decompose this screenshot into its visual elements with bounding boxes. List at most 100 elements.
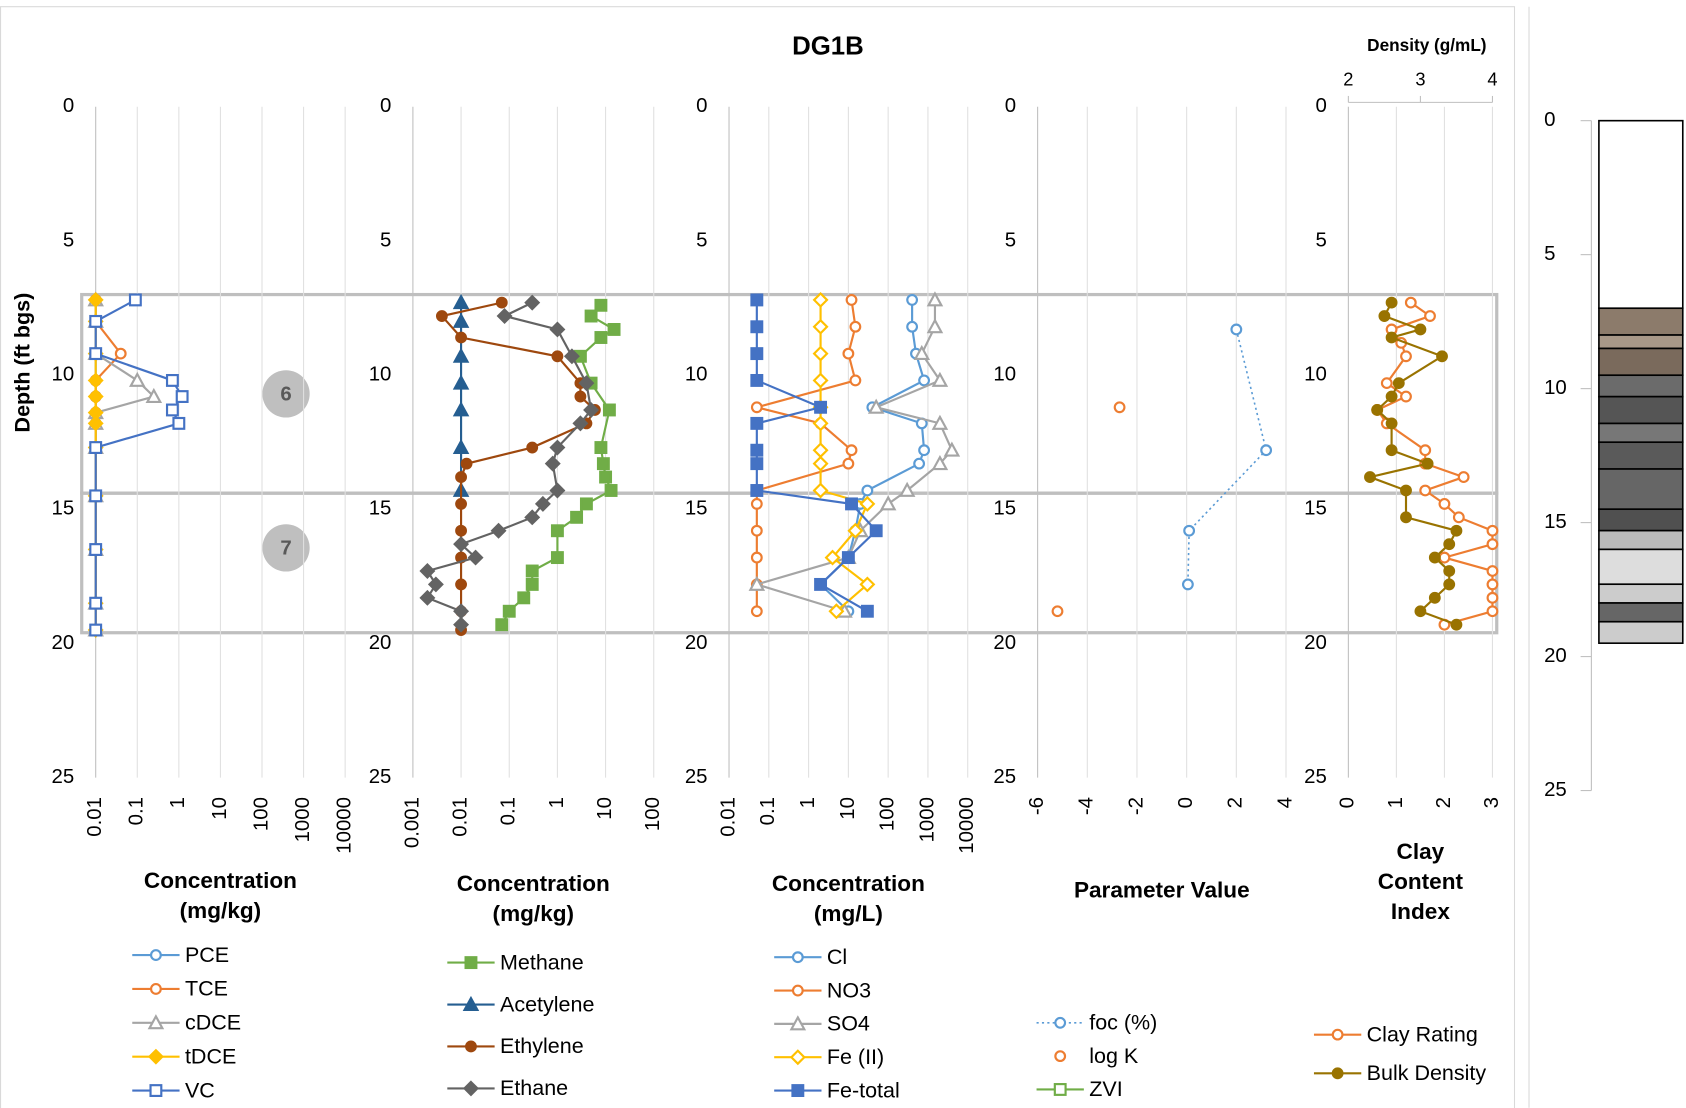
y-tick-label: 20: [51, 632, 74, 654]
marker: [594, 441, 608, 454]
marker: [849, 320, 862, 333]
x-tick-label: 100: [250, 797, 272, 831]
marker: [750, 401, 763, 414]
marker: [1385, 296, 1398, 309]
y-axis-title: Depth (ft bgs): [10, 293, 34, 433]
x-tick-label: 10000: [334, 797, 356, 854]
legend-marker: [147, 1014, 165, 1030]
marker: [570, 510, 584, 524]
marker: [517, 591, 531, 605]
legend-label: ZVI: [1089, 1077, 1122, 1101]
marker: [1400, 484, 1412, 497]
marker: [1385, 390, 1398, 403]
marker: [452, 347, 470, 363]
marker: [1438, 551, 1451, 564]
stratum: [1598, 583, 1684, 604]
x-axis-title: (mg/L): [814, 901, 883, 926]
series: [87, 291, 163, 637]
series: [1371, 296, 1499, 631]
marker: [1486, 605, 1499, 618]
zone-label: 7: [280, 537, 291, 559]
marker: [1400, 350, 1412, 363]
marker: [750, 524, 763, 537]
legend-label: Fe-total: [827, 1078, 900, 1102]
marker: [812, 482, 829, 499]
y-tick-label: 0: [1005, 95, 1016, 117]
legend-label: Cl: [827, 945, 847, 969]
marker: [427, 576, 444, 593]
stratum: [1598, 395, 1684, 425]
legend-marker: [789, 1015, 807, 1031]
marker: [452, 438, 470, 454]
y-tick-label: 5: [380, 229, 391, 251]
legend-label: log K: [1089, 1044, 1139, 1068]
marker: [604, 484, 618, 497]
marker: [89, 347, 103, 361]
marker: [1486, 565, 1499, 577]
marker: [525, 577, 539, 591]
marker: [578, 375, 595, 392]
marker: [89, 623, 103, 637]
y-tick-label: 0: [1316, 95, 1327, 117]
x-tick-label: 0: [1175, 797, 1197, 808]
y-tick-label: 0: [1544, 109, 1555, 131]
marker: [435, 310, 448, 322]
y-tick-label: 25: [1304, 766, 1327, 788]
marker: [860, 604, 874, 618]
x-tick-label: 1000: [916, 797, 938, 842]
y-tick-label: 10: [685, 363, 708, 385]
marker: [583, 401, 600, 418]
marker: [1414, 605, 1427, 618]
marker: [496, 308, 513, 325]
x-tick-label: 1000: [292, 797, 314, 842]
marker: [849, 374, 862, 387]
marker: [750, 320, 764, 334]
marker: [549, 482, 566, 499]
x-axis-title: Parameter Value: [1074, 878, 1250, 903]
stratum: [1598, 374, 1684, 398]
marker: [842, 347, 855, 360]
marker: [87, 388, 104, 405]
x2-tick-label: 2: [1343, 69, 1353, 90]
marker: [87, 415, 104, 432]
marker: [1385, 331, 1398, 344]
y-tick-label: 5: [696, 229, 707, 251]
y-tick-label: 0: [696, 95, 707, 117]
marker: [1181, 578, 1194, 591]
legend-label: Fe (II): [827, 1045, 884, 1069]
x-tick-label: 100: [877, 797, 899, 831]
marker: [1436, 350, 1448, 363]
stratum: [1598, 620, 1684, 644]
legend-marker: [1054, 1016, 1067, 1029]
y-tick-label: 5: [63, 229, 74, 251]
stratum: [1598, 422, 1684, 444]
marker: [1419, 484, 1432, 497]
chart-frame: [0, 6, 1516, 1108]
marker: [750, 457, 764, 471]
series: [89, 293, 189, 637]
marker: [1421, 457, 1434, 470]
y-tick-label: 25: [369, 766, 392, 788]
series-line: [819, 299, 926, 613]
stratum: [1598, 602, 1684, 623]
marker: [549, 439, 566, 456]
y-tick-label: 25: [685, 766, 708, 788]
marker: [460, 457, 473, 470]
marker: [455, 578, 467, 591]
y-tick-label: 15: [51, 498, 74, 520]
series: [812, 291, 876, 620]
x-tick-label: 0: [1337, 797, 1359, 808]
marker: [524, 294, 541, 311]
marker: [845, 497, 858, 511]
y-tick-label: 15: [1544, 511, 1567, 533]
y-tick-label: 5: [1005, 229, 1016, 251]
y-tick-label: 10: [1304, 363, 1327, 385]
marker: [750, 551, 763, 564]
marker: [1486, 524, 1499, 537]
marker: [1385, 444, 1398, 457]
x-tick-label: 1: [1385, 797, 1407, 808]
x-tick-label: 0.1: [757, 797, 779, 825]
marker: [526, 441, 539, 454]
marker: [1414, 323, 1427, 336]
